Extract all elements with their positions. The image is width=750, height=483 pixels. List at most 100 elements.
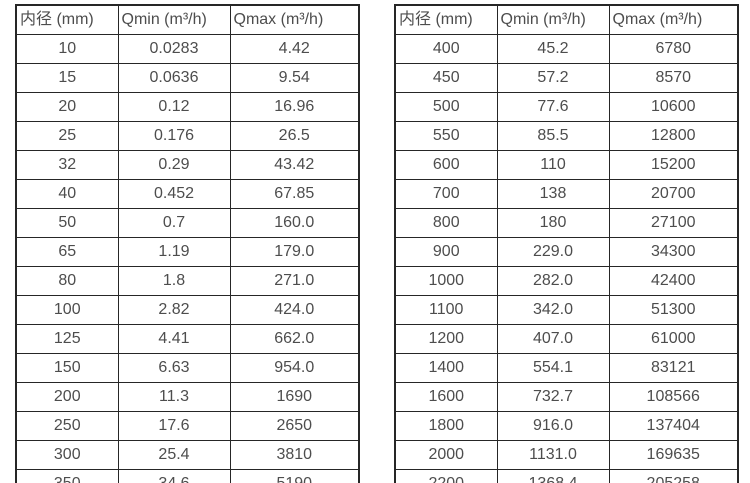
table-cell: 17.6 bbox=[117, 411, 231, 441]
table-cell: 108566 bbox=[608, 382, 739, 412]
table-cell: 125 bbox=[15, 324, 119, 354]
table-row: 15 0.0636 9.54 bbox=[15, 63, 360, 93]
table-cell: 65 bbox=[15, 237, 119, 267]
table-cell: 51300 bbox=[608, 295, 739, 325]
table-cell: 61000 bbox=[608, 324, 739, 354]
table-cell: 40 bbox=[15, 179, 119, 209]
table-row: 20 0.12 16.96 bbox=[15, 92, 360, 122]
table-row: 65 1.19 179.0 bbox=[15, 237, 360, 267]
table-cell: 20 bbox=[15, 92, 119, 122]
table-cell: 8570 bbox=[608, 63, 739, 93]
table-row: 80 1.8 271.0 bbox=[15, 266, 360, 296]
table-cell: 1.8 bbox=[117, 266, 231, 296]
table-cell: 271.0 bbox=[229, 266, 360, 296]
table-cell: 1100 bbox=[394, 295, 498, 325]
table-cell: 0.0636 bbox=[117, 63, 231, 93]
column-header: Qmax (m³/h) bbox=[608, 4, 739, 35]
table-row: 1800 916.0 137404 bbox=[394, 411, 739, 441]
table-cell: 25.4 bbox=[117, 440, 231, 470]
table-cell: 0.12 bbox=[117, 92, 231, 122]
table-cell: 10 bbox=[15, 34, 119, 64]
table-cell: 179.0 bbox=[229, 237, 360, 267]
table-cell: 554.1 bbox=[496, 353, 610, 383]
table-row: 1400 554.1 83121 bbox=[394, 353, 739, 383]
table-cell: 700 bbox=[394, 179, 498, 209]
table-cell: 180 bbox=[496, 208, 610, 238]
table-cell: 954.0 bbox=[229, 353, 360, 383]
table-cell: 2000 bbox=[394, 440, 498, 470]
table-cell: 2.82 bbox=[117, 295, 231, 325]
table-cell: 450 bbox=[394, 63, 498, 93]
table-row: 400 45.2 6780 bbox=[394, 34, 739, 64]
table-cell: 2650 bbox=[229, 411, 360, 441]
table-cell: 0.7 bbox=[117, 208, 231, 238]
table-cell: 1131.0 bbox=[496, 440, 610, 470]
table-cell: 1200 bbox=[394, 324, 498, 354]
table-cell: 80 bbox=[15, 266, 119, 296]
table-cell: 407.0 bbox=[496, 324, 610, 354]
table-row: 800 180 27100 bbox=[394, 208, 739, 238]
table-cell: 205258 bbox=[608, 469, 739, 483]
table-cell: 169635 bbox=[608, 440, 739, 470]
table-cell: 15200 bbox=[608, 150, 739, 180]
table-row: 125 4.41 662.0 bbox=[15, 324, 360, 354]
table-row: 25 0.176 26.5 bbox=[15, 121, 360, 151]
table-cell: 350 bbox=[15, 469, 119, 483]
table-row: 50 0.7 160.0 bbox=[15, 208, 360, 238]
table-cell: 42400 bbox=[608, 266, 739, 296]
table-cell: 424.0 bbox=[229, 295, 360, 325]
table-cell: 0.29 bbox=[117, 150, 231, 180]
table-cell: 250 bbox=[15, 411, 119, 441]
table-cell: 83121 bbox=[608, 353, 739, 383]
table-cell: 300 bbox=[15, 440, 119, 470]
table-cell: 15 bbox=[15, 63, 119, 93]
table-row: 700 138 20700 bbox=[394, 179, 739, 209]
table-cell: 1000 bbox=[394, 266, 498, 296]
table-cell: 6.63 bbox=[117, 353, 231, 383]
table-cell: 1368.4 bbox=[496, 469, 610, 483]
table-cell: 160.0 bbox=[229, 208, 360, 238]
table-row: 200 11.3 1690 bbox=[15, 382, 360, 412]
table-cell: 500 bbox=[394, 92, 498, 122]
table-cell: 342.0 bbox=[496, 295, 610, 325]
column-header: 内径 (mm) bbox=[15, 4, 119, 35]
table-cell: 4.42 bbox=[229, 34, 360, 64]
table-row: 1600 732.7 108566 bbox=[394, 382, 739, 412]
flow-spec-table-large-diameters: 内径 (mm) Qmin (m³/h) Qmax (m³/h) 400 45.2 6780… bbox=[394, 4, 739, 483]
table-cell: 34300 bbox=[608, 237, 739, 267]
table-row: 100 2.82 424.0 bbox=[15, 295, 360, 325]
table-row: 150 6.63 954.0 bbox=[15, 353, 360, 383]
table-cell: 4.41 bbox=[117, 324, 231, 354]
table-cell: 25 bbox=[15, 121, 119, 151]
table-cell: 916.0 bbox=[496, 411, 610, 441]
table-cell: 2200 bbox=[394, 469, 498, 483]
table-row: 22001368.4205258 bbox=[394, 469, 739, 483]
table-cell: 550 bbox=[394, 121, 498, 151]
column-header: Qmin (m³/h) bbox=[117, 4, 231, 35]
table-cell: 32 bbox=[15, 150, 119, 180]
table-row: 250 17.6 2650 bbox=[15, 411, 360, 441]
table-cell: 6780 bbox=[608, 34, 739, 64]
table-row: 500 77.6 10600 bbox=[394, 92, 739, 122]
table-cell: 282.0 bbox=[496, 266, 610, 296]
table-cell: 400 bbox=[394, 34, 498, 64]
table-cell: 43.42 bbox=[229, 150, 360, 180]
table-cell: 100 bbox=[15, 295, 119, 325]
table-cell: 77.6 bbox=[496, 92, 610, 122]
table-cell: 9.54 bbox=[229, 63, 360, 93]
table-cell: 137404 bbox=[608, 411, 739, 441]
table-row: 550 85.5 12800 bbox=[394, 121, 739, 151]
table-row: 900 229.0 34300 bbox=[394, 237, 739, 267]
table-cell: 10600 bbox=[608, 92, 739, 122]
table-cell: 12800 bbox=[608, 121, 739, 151]
table-row: 450 57.2 8570 bbox=[394, 63, 739, 93]
table-cell: 200 bbox=[15, 382, 119, 412]
table-cell: 138 bbox=[496, 179, 610, 209]
table-row: 35034.65190 bbox=[15, 469, 360, 483]
table-cell: 27100 bbox=[608, 208, 739, 238]
table-cell: 1.19 bbox=[117, 237, 231, 267]
table-cell: 1400 bbox=[394, 353, 498, 383]
table-cell: 26.5 bbox=[229, 121, 360, 151]
table-row: 300 25.4 3810 bbox=[15, 440, 360, 470]
flow-spec-table-small-diameters: 内径 (mm) Qmin (m³/h) Qmax (m³/h) 10 0.0283 4.4… bbox=[15, 4, 360, 483]
